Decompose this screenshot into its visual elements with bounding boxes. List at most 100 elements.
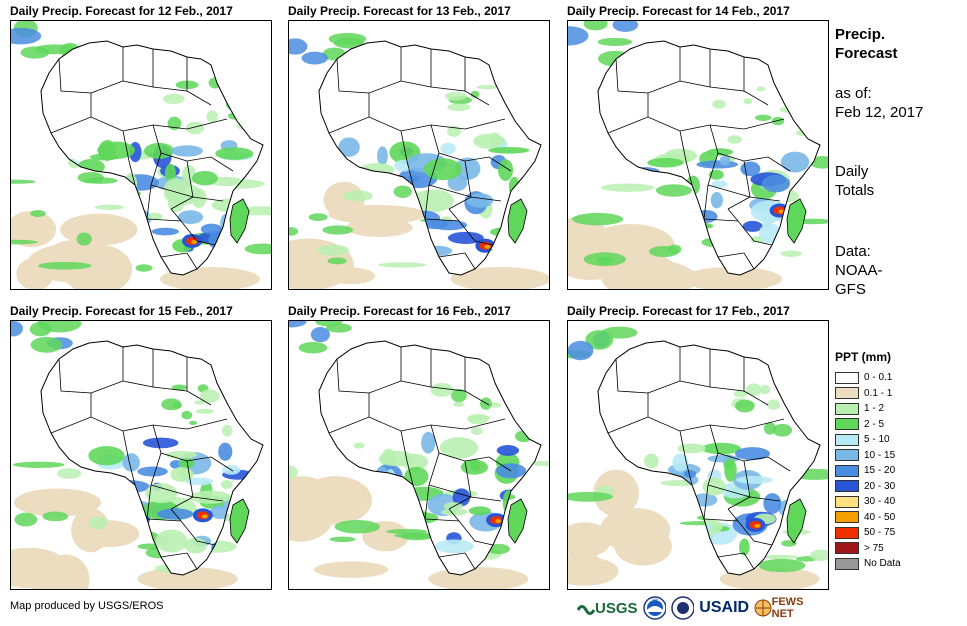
legend-swatch bbox=[835, 542, 859, 555]
map-svg bbox=[11, 21, 271, 289]
side-title-line1: Precip. bbox=[835, 26, 886, 43]
as-of-label: as of: bbox=[835, 85, 872, 102]
legend-label: 40 - 50 bbox=[864, 511, 896, 523]
data-source-line3: GFS bbox=[835, 281, 866, 298]
legend-label: 0.1 - 1 bbox=[864, 387, 893, 399]
as-of-date: as of: Feb 12, 2017 bbox=[835, 84, 923, 122]
legend-item: 2 - 5 bbox=[835, 417, 901, 433]
legend-label: 0 - 0.1 bbox=[864, 372, 893, 384]
legend-label: 15 - 20 bbox=[864, 465, 896, 477]
legend-item: 1 - 2 bbox=[835, 401, 901, 417]
panel-title-5: Daily Precip. Forecast for 16 Feb., 2017 bbox=[288, 304, 511, 318]
country-borders bbox=[328, 47, 512, 270]
legend-swatch bbox=[835, 371, 859, 384]
legend-swatch bbox=[835, 387, 859, 400]
side-title: Precip. Forecast bbox=[835, 25, 898, 63]
panel-title-6: Daily Precip. Forecast for 17 Feb., 2017 bbox=[567, 304, 790, 318]
legend-item: 40 - 50 bbox=[835, 510, 901, 526]
usgs-logo-text: USGS bbox=[595, 599, 638, 617]
legend-label: 5 - 10 bbox=[864, 434, 890, 446]
country-borders bbox=[607, 47, 791, 270]
map-panel-6 bbox=[567, 320, 829, 590]
map-svg bbox=[289, 21, 549, 289]
legend-label: 10 - 15 bbox=[864, 449, 896, 461]
madagascar bbox=[786, 498, 807, 544]
dry-patches bbox=[11, 488, 238, 589]
dry-patches bbox=[289, 476, 529, 589]
coastline bbox=[597, 40, 821, 276]
dry-patches bbox=[568, 469, 820, 589]
daily-totals-line2: Totals bbox=[835, 182, 875, 199]
country-borders bbox=[328, 347, 512, 570]
coastline bbox=[597, 340, 821, 576]
legend-item: 5 - 10 bbox=[835, 432, 901, 448]
map-svg bbox=[568, 21, 828, 289]
coastline bbox=[318, 340, 542, 576]
fews-net-text: FEWS NET bbox=[771, 596, 804, 620]
legend-item: 10 - 15 bbox=[835, 448, 901, 464]
map-credit: Map produced by USGS/EROS bbox=[10, 600, 164, 612]
legend-swatch bbox=[835, 464, 859, 477]
legend-swatch bbox=[835, 557, 859, 570]
daily-totals: Daily Totals bbox=[835, 162, 874, 200]
legend-item: 20 - 30 bbox=[835, 479, 901, 495]
dhs-seal-icon bbox=[671, 596, 695, 620]
legend-item: 50 - 75 bbox=[835, 525, 901, 541]
country-borders bbox=[50, 47, 234, 270]
panel-title-2: Daily Precip. Forecast for 13 Feb., 2017 bbox=[288, 4, 511, 18]
usgs-wave-icon bbox=[577, 605, 595, 615]
coastline bbox=[40, 340, 264, 576]
legend-swatch bbox=[835, 449, 859, 462]
madagascar bbox=[786, 198, 807, 244]
legend-item: 0 - 0.1 bbox=[835, 370, 901, 386]
map-svg bbox=[568, 321, 828, 589]
legend-title: PPT (mm) bbox=[835, 350, 892, 364]
map-panel-1 bbox=[10, 20, 272, 290]
as-of-value: Feb 12, 2017 bbox=[835, 104, 924, 121]
side-title-line2: Forecast bbox=[835, 45, 898, 62]
daily-totals-line1: Daily bbox=[835, 163, 869, 180]
legend-label: 2 - 5 bbox=[864, 418, 885, 430]
legend-swatch bbox=[835, 495, 859, 508]
madagascar bbox=[229, 498, 250, 544]
data-source-line2: NOAA- bbox=[835, 262, 883, 279]
madagascar bbox=[229, 198, 250, 244]
legend-swatch bbox=[835, 418, 859, 431]
legend-swatch bbox=[835, 433, 859, 446]
legend-item: 0.1 - 1 bbox=[835, 386, 901, 402]
usaid-logo: USAID bbox=[699, 599, 750, 616]
noaa-logo: NOAA bbox=[642, 596, 666, 620]
legend: PPT (mm) 0 - 0.1 0.1 - 1 1 - 2 2 - 5 5 - 10 1… bbox=[835, 350, 901, 572]
data-source-line1: Data: bbox=[835, 243, 871, 260]
legend-label: > 75 bbox=[864, 542, 884, 554]
map-panel-2 bbox=[288, 20, 550, 290]
legend-item: 15 - 20 bbox=[835, 463, 901, 479]
map-panel-4 bbox=[10, 320, 272, 590]
data-source: Data: NOAA- GFS bbox=[835, 242, 883, 299]
legend-swatch bbox=[835, 402, 859, 415]
noaa-logo-text: NOAA bbox=[652, 598, 658, 601]
madagascar bbox=[507, 198, 528, 244]
fews-globe-icon bbox=[754, 599, 772, 617]
legend-item: No Data bbox=[835, 556, 901, 572]
panel-title-1: Daily Precip. Forecast for 12 Feb., 2017 bbox=[10, 4, 233, 18]
legend-item: > 75 bbox=[835, 541, 901, 557]
coastline bbox=[40, 40, 264, 276]
logo-strip: USGS NOAA USAID FEWS NET bbox=[577, 594, 827, 622]
country-borders bbox=[607, 347, 791, 570]
legend-swatch bbox=[835, 480, 859, 493]
legend-label: 50 - 75 bbox=[864, 527, 896, 539]
map-svg bbox=[289, 321, 549, 589]
coastline bbox=[318, 40, 542, 276]
panel-title-3: Daily Precip. Forecast for 14 Feb., 2017 bbox=[567, 4, 790, 18]
fews-net-logo: FEWS NET bbox=[754, 596, 827, 620]
usgs-logo: USGS bbox=[577, 600, 638, 617]
legend-swatch bbox=[835, 526, 859, 539]
legend-label: 30 - 40 bbox=[864, 496, 896, 508]
legend-rows: 0 - 0.1 0.1 - 1 1 - 2 2 - 5 5 - 10 10 - 15 15 … bbox=[835, 370, 901, 572]
legend-swatch bbox=[835, 511, 859, 524]
map-panel-5 bbox=[288, 320, 550, 590]
legend-label: 20 - 30 bbox=[864, 480, 896, 492]
legend-item: 30 - 40 bbox=[835, 494, 901, 510]
map-svg bbox=[11, 321, 271, 589]
